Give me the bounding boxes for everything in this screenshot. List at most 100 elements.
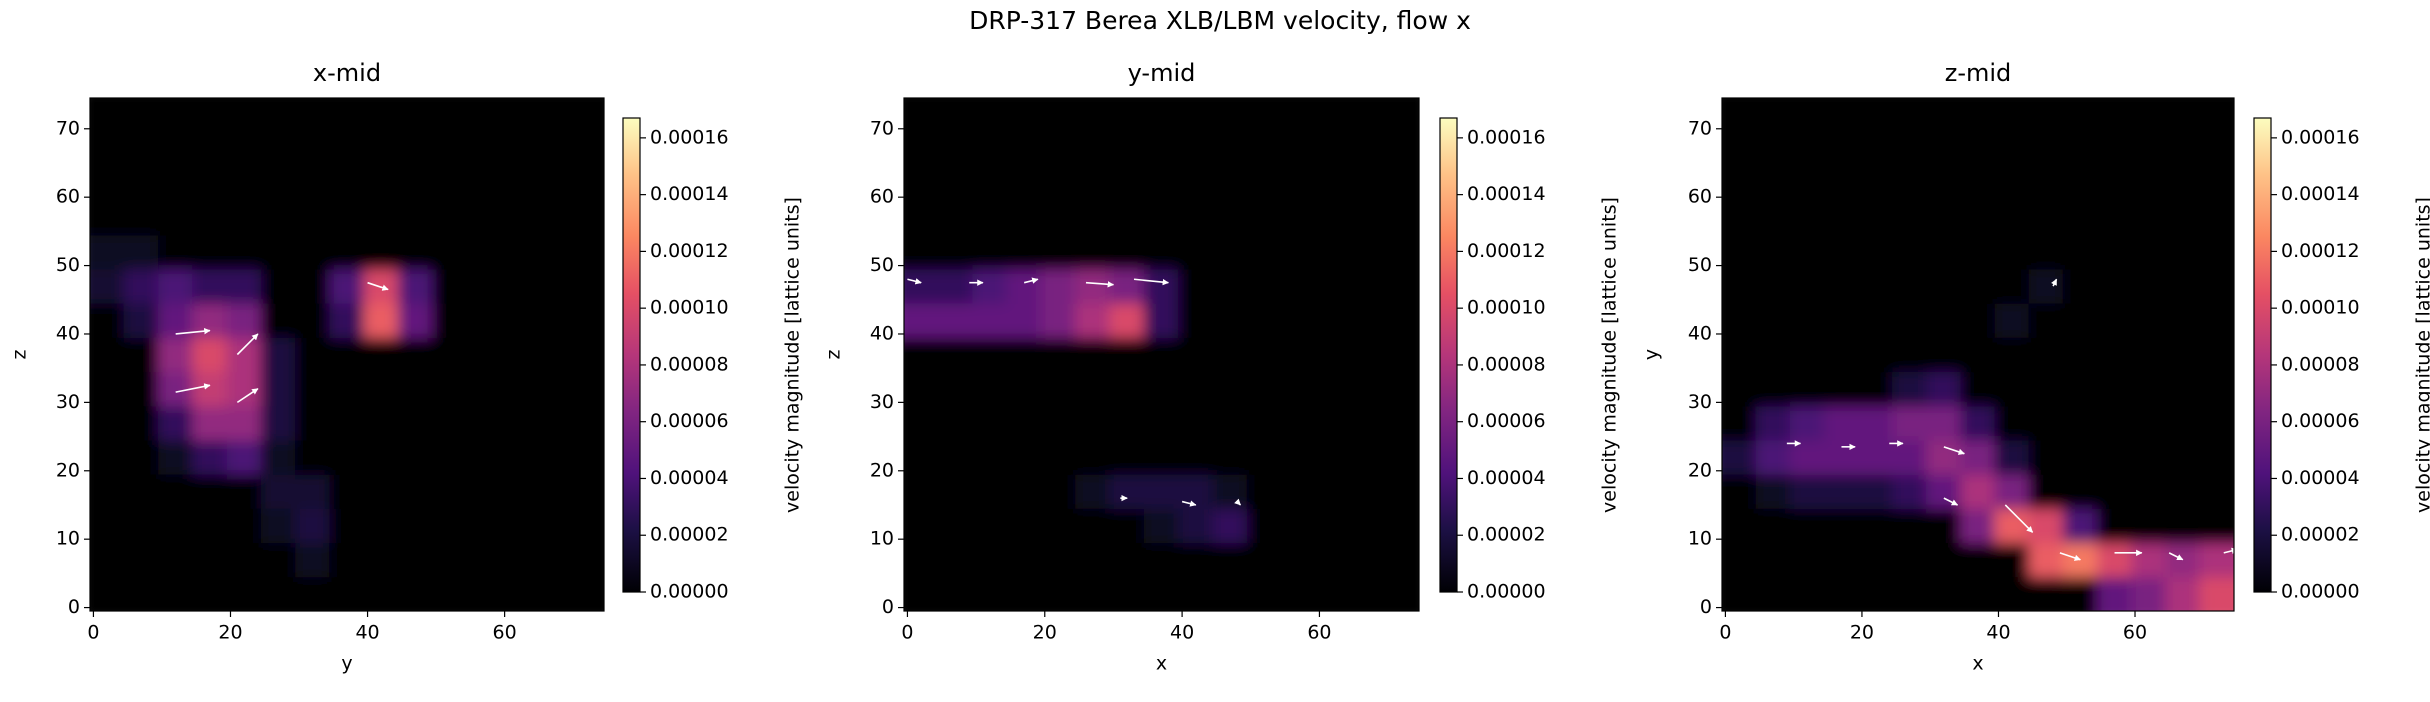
colorbar-label: velocity magnitude [lattice units] [2413, 197, 2430, 513]
heat-cell [2062, 302, 2098, 338]
heat-cell [2096, 165, 2133, 202]
heat-cell [1994, 131, 2030, 167]
y-axis-label: z [9, 349, 31, 359]
heat-cell [1315, 576, 1351, 611]
heat-cell [226, 200, 262, 236]
colorbar-tick-label: 0.00010 [2281, 297, 2360, 319]
heat-cell [90, 131, 126, 167]
heat-cell [329, 371, 365, 407]
heat-cell [1143, 302, 1180, 338]
heat-cell [2199, 131, 2234, 167]
quiver-arrow [2168, 552, 2184, 561]
heat-cell [466, 507, 502, 544]
heat-cell [2199, 576, 2234, 611]
heat-cell [1960, 542, 1996, 578]
heat-cell [123, 200, 160, 236]
heat-cell [1823, 131, 1860, 167]
heat-cell [1384, 302, 1419, 338]
heat-cell [2096, 405, 2133, 441]
heat-cell [397, 507, 434, 544]
heat-cell [569, 405, 604, 441]
heat-cell [260, 371, 297, 407]
colorbar-tick-label: 0.00000 [1467, 581, 1546, 603]
heat-cell [1858, 165, 1894, 202]
heat-cell [1789, 200, 1825, 236]
heat-cell [937, 473, 974, 509]
colorbar-tick-label: 0.00008 [1467, 353, 1546, 375]
heat-cell [1960, 234, 1996, 270]
heat-cell [500, 439, 536, 475]
heat-cell [1281, 268, 1317, 304]
y-tick-label: 30 [870, 391, 894, 413]
heat-cell [1246, 98, 1283, 134]
heat-cell [1960, 336, 1996, 373]
heat-cell [123, 542, 160, 578]
heat-cell [1143, 473, 1180, 509]
colorbar-tick-label: 0.00002 [2281, 524, 2360, 546]
heat-cell [1926, 302, 1962, 338]
heat-cell [2096, 268, 2133, 304]
heat-cell [1823, 542, 1860, 578]
colorbar-tick-label: 0.00016 [2281, 126, 2360, 148]
heat-cell [260, 542, 297, 578]
axes-frame [903, 97, 1420, 612]
heat-cell [192, 507, 228, 544]
heat-cell [1040, 98, 1077, 134]
quiver-arrow [2004, 504, 2034, 533]
colorbar-tick-label: 0.00012 [650, 240, 729, 262]
heat-cell [2028, 200, 2064, 236]
heat-cell [2131, 131, 2167, 167]
heat-cell [1212, 131, 1248, 167]
heat-cell [1178, 542, 1214, 578]
heat-cell [1281, 234, 1317, 270]
heat-cell [1075, 234, 1111, 270]
heat-cell [2028, 405, 2064, 441]
heat-cell [1315, 439, 1351, 475]
heat-cell [2165, 507, 2201, 544]
x-tick-label: 60 [1307, 622, 1331, 644]
heat-cell [1109, 507, 1145, 544]
heat-cell [1178, 98, 1214, 134]
heat-cell [226, 405, 262, 441]
heat-cell [1823, 576, 1860, 611]
heat-cell [1789, 405, 1825, 441]
heat-cell [1212, 473, 1248, 509]
heat-cell [500, 268, 536, 304]
heat-cell [1315, 336, 1351, 373]
heat-cell [1892, 405, 1928, 441]
heat-cell [329, 542, 365, 578]
colorbar-label: velocity magnitude [lattice units] [1599, 197, 1621, 513]
heat-cell [2062, 576, 2098, 611]
heat-cell [158, 371, 194, 407]
heat-cell [1384, 131, 1419, 167]
heat-cell [1006, 302, 1042, 338]
heat-cell [1892, 302, 1928, 338]
heat-cell [1858, 576, 1894, 611]
heat-cell [1858, 131, 1894, 167]
heat-cell [2062, 165, 2098, 202]
heat-cell [1384, 439, 1419, 475]
heat-cell [226, 302, 262, 338]
heat-cell [1858, 507, 1894, 544]
heat-cell [90, 439, 126, 475]
heat-cell [1858, 98, 1894, 134]
heat-cell [432, 234, 468, 270]
heat-cell [1926, 98, 1962, 134]
heat-cell [363, 302, 399, 338]
heat-cell [329, 268, 365, 304]
heat-cell [2199, 507, 2234, 544]
heat-cell [466, 268, 502, 304]
heat-cell [1926, 268, 1962, 304]
heat-cell [1755, 234, 1791, 270]
heat-cell [1755, 439, 1791, 475]
heatmap-cells [90, 98, 604, 611]
quiver-arrow [236, 333, 259, 356]
heat-cell [569, 576, 604, 611]
heat-cell [1858, 371, 1894, 407]
heat-cell [937, 98, 974, 134]
heat-cell [1246, 405, 1283, 441]
heat-cell [363, 234, 399, 270]
y-tick-label: 50 [1688, 254, 1712, 276]
colorbar-tick-label: 0.00010 [650, 297, 729, 319]
heat-cell [295, 302, 331, 338]
